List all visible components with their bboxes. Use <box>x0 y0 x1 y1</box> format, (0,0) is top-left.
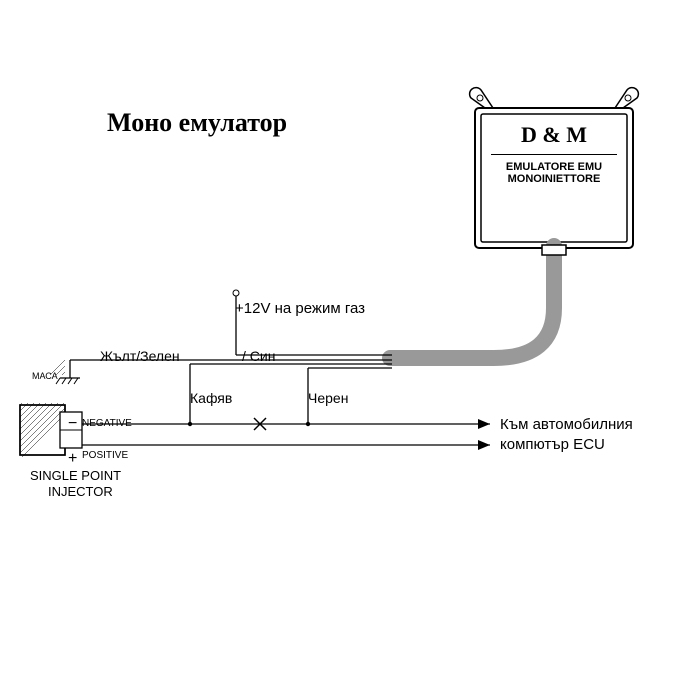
label-black: Черен <box>308 390 348 406</box>
device-line2: MONOINIETTORE <box>483 173 625 185</box>
label-minus: − <box>68 415 77 433</box>
label-negative: NEGATIVE <box>82 418 132 429</box>
label-ecu2: компютър ECU <box>500 436 605 453</box>
label-brown: Кафяв <box>190 390 232 406</box>
label-injector1: SINGLE POINT <box>30 468 121 483</box>
label-ecu1: Към автомобилния <box>500 416 633 433</box>
label-injector2: INJECTOR <box>48 484 113 499</box>
label-voltage: +12V на режим газ <box>235 300 365 317</box>
label-positive: POSITIVE <box>82 450 128 461</box>
diagram-title: Моно емулатор <box>107 108 287 138</box>
label-maca: МАСА <box>32 371 58 381</box>
device-line1: EMULATORE EMU <box>483 161 625 173</box>
device-box: D & M EMULATORE EMU MONOINIETTORE <box>483 122 625 185</box>
label-plus: + <box>68 450 77 468</box>
label-blue: / Син <box>242 348 275 364</box>
device-brand: D & M <box>483 122 625 148</box>
label-yellow_green: Жълт/Зелен <box>100 348 180 364</box>
